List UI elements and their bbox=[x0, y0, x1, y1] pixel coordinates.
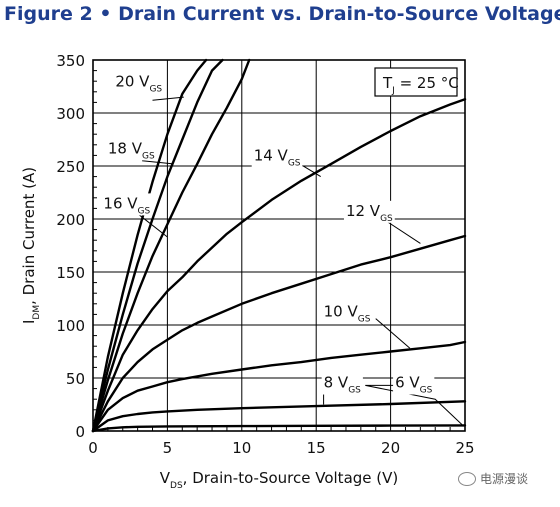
curve-3 bbox=[91, 98, 467, 433]
curve-label-2: 16 VGS bbox=[103, 194, 150, 216]
annotation-text: TJ = 25 °C bbox=[382, 74, 459, 96]
watermark: 电源漫谈 bbox=[458, 470, 528, 487]
x-tick-label: 5 bbox=[163, 439, 173, 457]
curve-label-bg bbox=[321, 301, 373, 324]
curve-label-bg bbox=[251, 145, 303, 168]
curve-label-0: 20 VGS bbox=[115, 73, 162, 95]
curve-label-4: 12 VGS bbox=[346, 202, 393, 224]
curve-label-1: 18 VGS bbox=[108, 139, 155, 161]
wechat-icon bbox=[458, 471, 476, 486]
curve-5 bbox=[91, 340, 467, 433]
label-pointer-5 bbox=[375, 318, 411, 349]
figure-title: Figure 2 • Drain Current vs. Drain-to-So… bbox=[4, 3, 560, 25]
curve-6 bbox=[91, 400, 467, 433]
curve-0 bbox=[91, 58, 208, 433]
y-axis-label: IDM, Drain Current (A) bbox=[20, 167, 42, 324]
x-tick-label: 25 bbox=[455, 439, 474, 457]
plot-frame bbox=[92, 59, 466, 432]
curve-4 bbox=[91, 234, 467, 433]
curve-label-5: 10 VGS bbox=[324, 303, 371, 325]
curve-label-bg bbox=[343, 200, 395, 223]
y-tick-label: 300 bbox=[56, 105, 85, 123]
curve-label-3: 14 VGS bbox=[254, 147, 301, 169]
curve-7 bbox=[91, 424, 467, 433]
y-tick-label: 250 bbox=[56, 158, 85, 176]
curves bbox=[91, 58, 467, 433]
curve-1 bbox=[91, 58, 224, 433]
y-tick-label: 350 bbox=[56, 52, 85, 70]
x-tick-label: 0 bbox=[88, 439, 98, 457]
curve-label-bg bbox=[101, 193, 153, 216]
curve-label-6: 8 VGS bbox=[324, 374, 362, 396]
annotation-box bbox=[374, 67, 458, 97]
y-tick-label: 100 bbox=[56, 317, 85, 335]
y-tick-label: 150 bbox=[56, 264, 85, 282]
curve-label-bg bbox=[105, 138, 157, 161]
label-pointer-3 bbox=[299, 163, 321, 178]
x-tick-label: 10 bbox=[232, 439, 251, 457]
y-tick-label: 200 bbox=[56, 211, 85, 229]
label-pointer-0 bbox=[152, 96, 184, 101]
temperature-annotation: TJ = 25 °C bbox=[374, 67, 459, 97]
curve-label-bg bbox=[393, 372, 435, 395]
curve-labels: 20 VGS 18 VGS 16 VGS 14 VGS 12 VGS 10 VGS 8 VG… bbox=[101, 71, 435, 396]
curve-label-7: 6 VGS bbox=[395, 374, 433, 396]
curve-label-bg bbox=[321, 372, 363, 395]
watermark-text: 电源漫谈 bbox=[480, 472, 529, 486]
y-tick-label: 50 bbox=[66, 370, 85, 388]
curve-2 bbox=[91, 58, 251, 433]
y-tick-label: 0 bbox=[75, 423, 85, 441]
label-pointer-2 bbox=[138, 214, 168, 238]
x-axis-label: VDS, Drain-to-Source Voltage (V) bbox=[160, 469, 399, 491]
label-pointer-4 bbox=[382, 218, 421, 244]
curve-label-bg bbox=[113, 71, 165, 94]
x-tick-label: 15 bbox=[307, 439, 326, 457]
x-tick-label: 20 bbox=[381, 439, 400, 457]
label-pointer-1 bbox=[142, 160, 174, 165]
